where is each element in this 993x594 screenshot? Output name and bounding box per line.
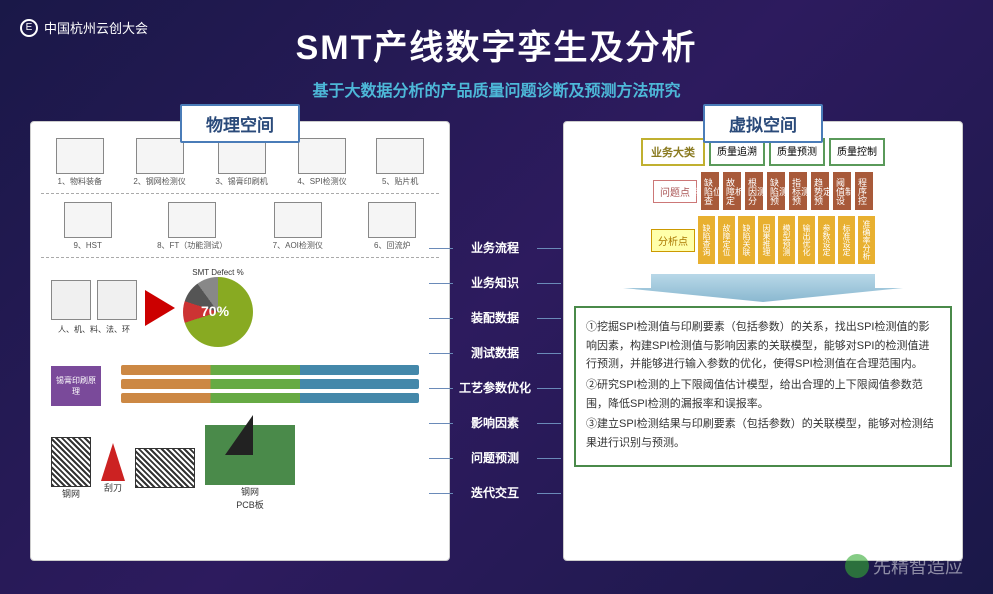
steel-mesh-icon bbox=[51, 437, 91, 487]
watermark: 先精智造应 bbox=[845, 553, 963, 579]
analysis-row: 分析点 缺陷查询 故障定位 缺陷关联 因果推理 模型预测 输出优化 参数设定 标… bbox=[574, 216, 952, 264]
mid-label-3: 测试数据 bbox=[455, 344, 535, 361]
equipment-row-1: 1、物料装备 2、钢网检测仪 3、锡膏印刷机 4、SPI检测仪 5、贴片机 bbox=[41, 138, 439, 194]
down-arrow-icon bbox=[623, 274, 903, 302]
description-text-box: ①挖掘SPI检测值与印刷要素（包括参数）的关系，找出SPI检测值的影响因素，构建… bbox=[574, 306, 952, 467]
cat-main: 业务大类 bbox=[641, 138, 705, 166]
red-arrow-icon bbox=[145, 290, 175, 326]
spi-box bbox=[97, 280, 137, 320]
printer-box bbox=[51, 280, 91, 320]
equip-9: 9、HST bbox=[64, 202, 112, 251]
subtitle: 基于大数据分析的产品质量问题诊断及预测方法研究 bbox=[0, 77, 993, 101]
ana-label: 分析点 bbox=[651, 229, 695, 252]
right-content: 业务大类 质量追溯 质量预测 质量控制 问题点 缺陷查询 故障定位 根因分析 缺… bbox=[564, 122, 962, 483]
knife-icon bbox=[101, 443, 125, 481]
text-item-0: ①挖掘SPI检测值与印刷要素（包括参数）的关系，找出SPI检测值的影响因素，构建… bbox=[586, 318, 940, 374]
ana-3: 因果推理 bbox=[758, 216, 775, 264]
conference-logo: E 中国杭州云创大会 bbox=[20, 18, 148, 37]
ana-6: 参数设定 bbox=[818, 216, 835, 264]
virtual-space-panel: 虚拟空间 业务大类 质量追溯 质量预测 质量控制 问题点 缺陷查询 故障定位 根… bbox=[563, 121, 963, 561]
wechat-icon bbox=[845, 554, 869, 578]
equip-8: 8、FT（功能测试） bbox=[157, 202, 227, 251]
purple-principle-box: 锡膏印刷原理 bbox=[51, 366, 101, 406]
mid-label-4: 工艺参数优化 bbox=[455, 379, 535, 396]
physical-space-panel: 物理空间 1、物料装备 2、钢网检测仪 3、锡膏印刷机 4、SPI检测仪 5、贴… bbox=[30, 121, 450, 561]
middle-connector-labels: 业务流程 业务知识 装配数据 测试数据 工艺参数优化 影响因素 问题预测 迭代交… bbox=[455, 239, 535, 501]
equip-5: 5、贴片机 bbox=[376, 138, 424, 187]
panel-left-title: 物理空间 bbox=[180, 104, 300, 143]
ana-8: 准确率分析 bbox=[858, 216, 875, 264]
ana-4: 模型预测 bbox=[778, 216, 795, 264]
text-item-1: ②研究SPI检测的上下限阈值估计模型，给出合理的上下限阈值参数范围，降低SPI检… bbox=[586, 376, 940, 413]
equip-3: 3、锡膏印刷机 bbox=[215, 138, 267, 187]
prob-7: 程序控制 bbox=[855, 172, 873, 210]
ana-2: 缺陷关联 bbox=[738, 216, 755, 264]
left-content: 1、物料装备 2、钢网检测仪 3、锡膏印刷机 4、SPI检测仪 5、贴片机 9、… bbox=[31, 122, 449, 527]
logo-icon: E bbox=[20, 19, 38, 37]
ana-0: 缺陷查询 bbox=[698, 216, 715, 264]
panel-right-title: 虚拟空间 bbox=[703, 104, 823, 143]
equipment-row-2: 9、HST 8、FT（功能测试） 7、AOI检测仪 6、回流炉 bbox=[41, 202, 439, 258]
pcb-diagram bbox=[205, 425, 295, 485]
ana-7: 标准设定 bbox=[838, 216, 855, 264]
texture-icon bbox=[135, 448, 195, 488]
equip-2: 2、钢网检测仪 bbox=[133, 138, 185, 187]
cat-sub-2: 质量控制 bbox=[829, 138, 885, 166]
flow-pie-section: 人、机、料、法、环 SMT Defect % 70% bbox=[41, 268, 439, 347]
flow-sub-label: 人、机、料、法、环 bbox=[58, 324, 130, 335]
bottom-flow: 钢网 刮刀 钢网 PCB板 bbox=[41, 425, 439, 511]
mid-label-1: 业务知识 bbox=[455, 274, 535, 291]
text-item-2: ③建立SPI检测结果与印刷要素（包括参数）的关联模型，能够对检测结果进行识别与预… bbox=[586, 415, 940, 452]
equip-1: 1、物料装备 bbox=[56, 138, 104, 187]
logo-text: 中国杭州云创大会 bbox=[44, 18, 148, 37]
pie-chart: 70% bbox=[183, 277, 253, 347]
mid-label-5: 影响因素 bbox=[455, 414, 535, 431]
equip-4: 4、SPI检测仪 bbox=[297, 138, 346, 187]
mid-label-2: 装配数据 bbox=[455, 309, 535, 326]
ana-1: 故障定位 bbox=[718, 216, 735, 264]
mid-label-6: 问题预测 bbox=[455, 449, 535, 466]
mid-label-7: 迭代交互 bbox=[455, 484, 535, 501]
problem-row: 问题点 缺陷查询 故障定位 根因分析 缺陷预测 指标预测 趋势预测 阈值设定 程… bbox=[574, 172, 952, 210]
defect-label: SMT Defect % bbox=[192, 268, 243, 277]
ana-5: 输出优化 bbox=[798, 216, 815, 264]
color-strips bbox=[121, 365, 419, 407]
equip-6: 6、回流炉 bbox=[368, 202, 416, 251]
equip-7: 7、AOI检测仪 bbox=[273, 202, 323, 251]
main-content: 物理空间 1、物料装备 2、钢网检测仪 3、锡膏印刷机 4、SPI检测仪 5、贴… bbox=[0, 101, 993, 561]
mid-label-0: 业务流程 bbox=[455, 239, 535, 256]
main-title: SMT产线数字孪生及分析 bbox=[0, 0, 993, 69]
